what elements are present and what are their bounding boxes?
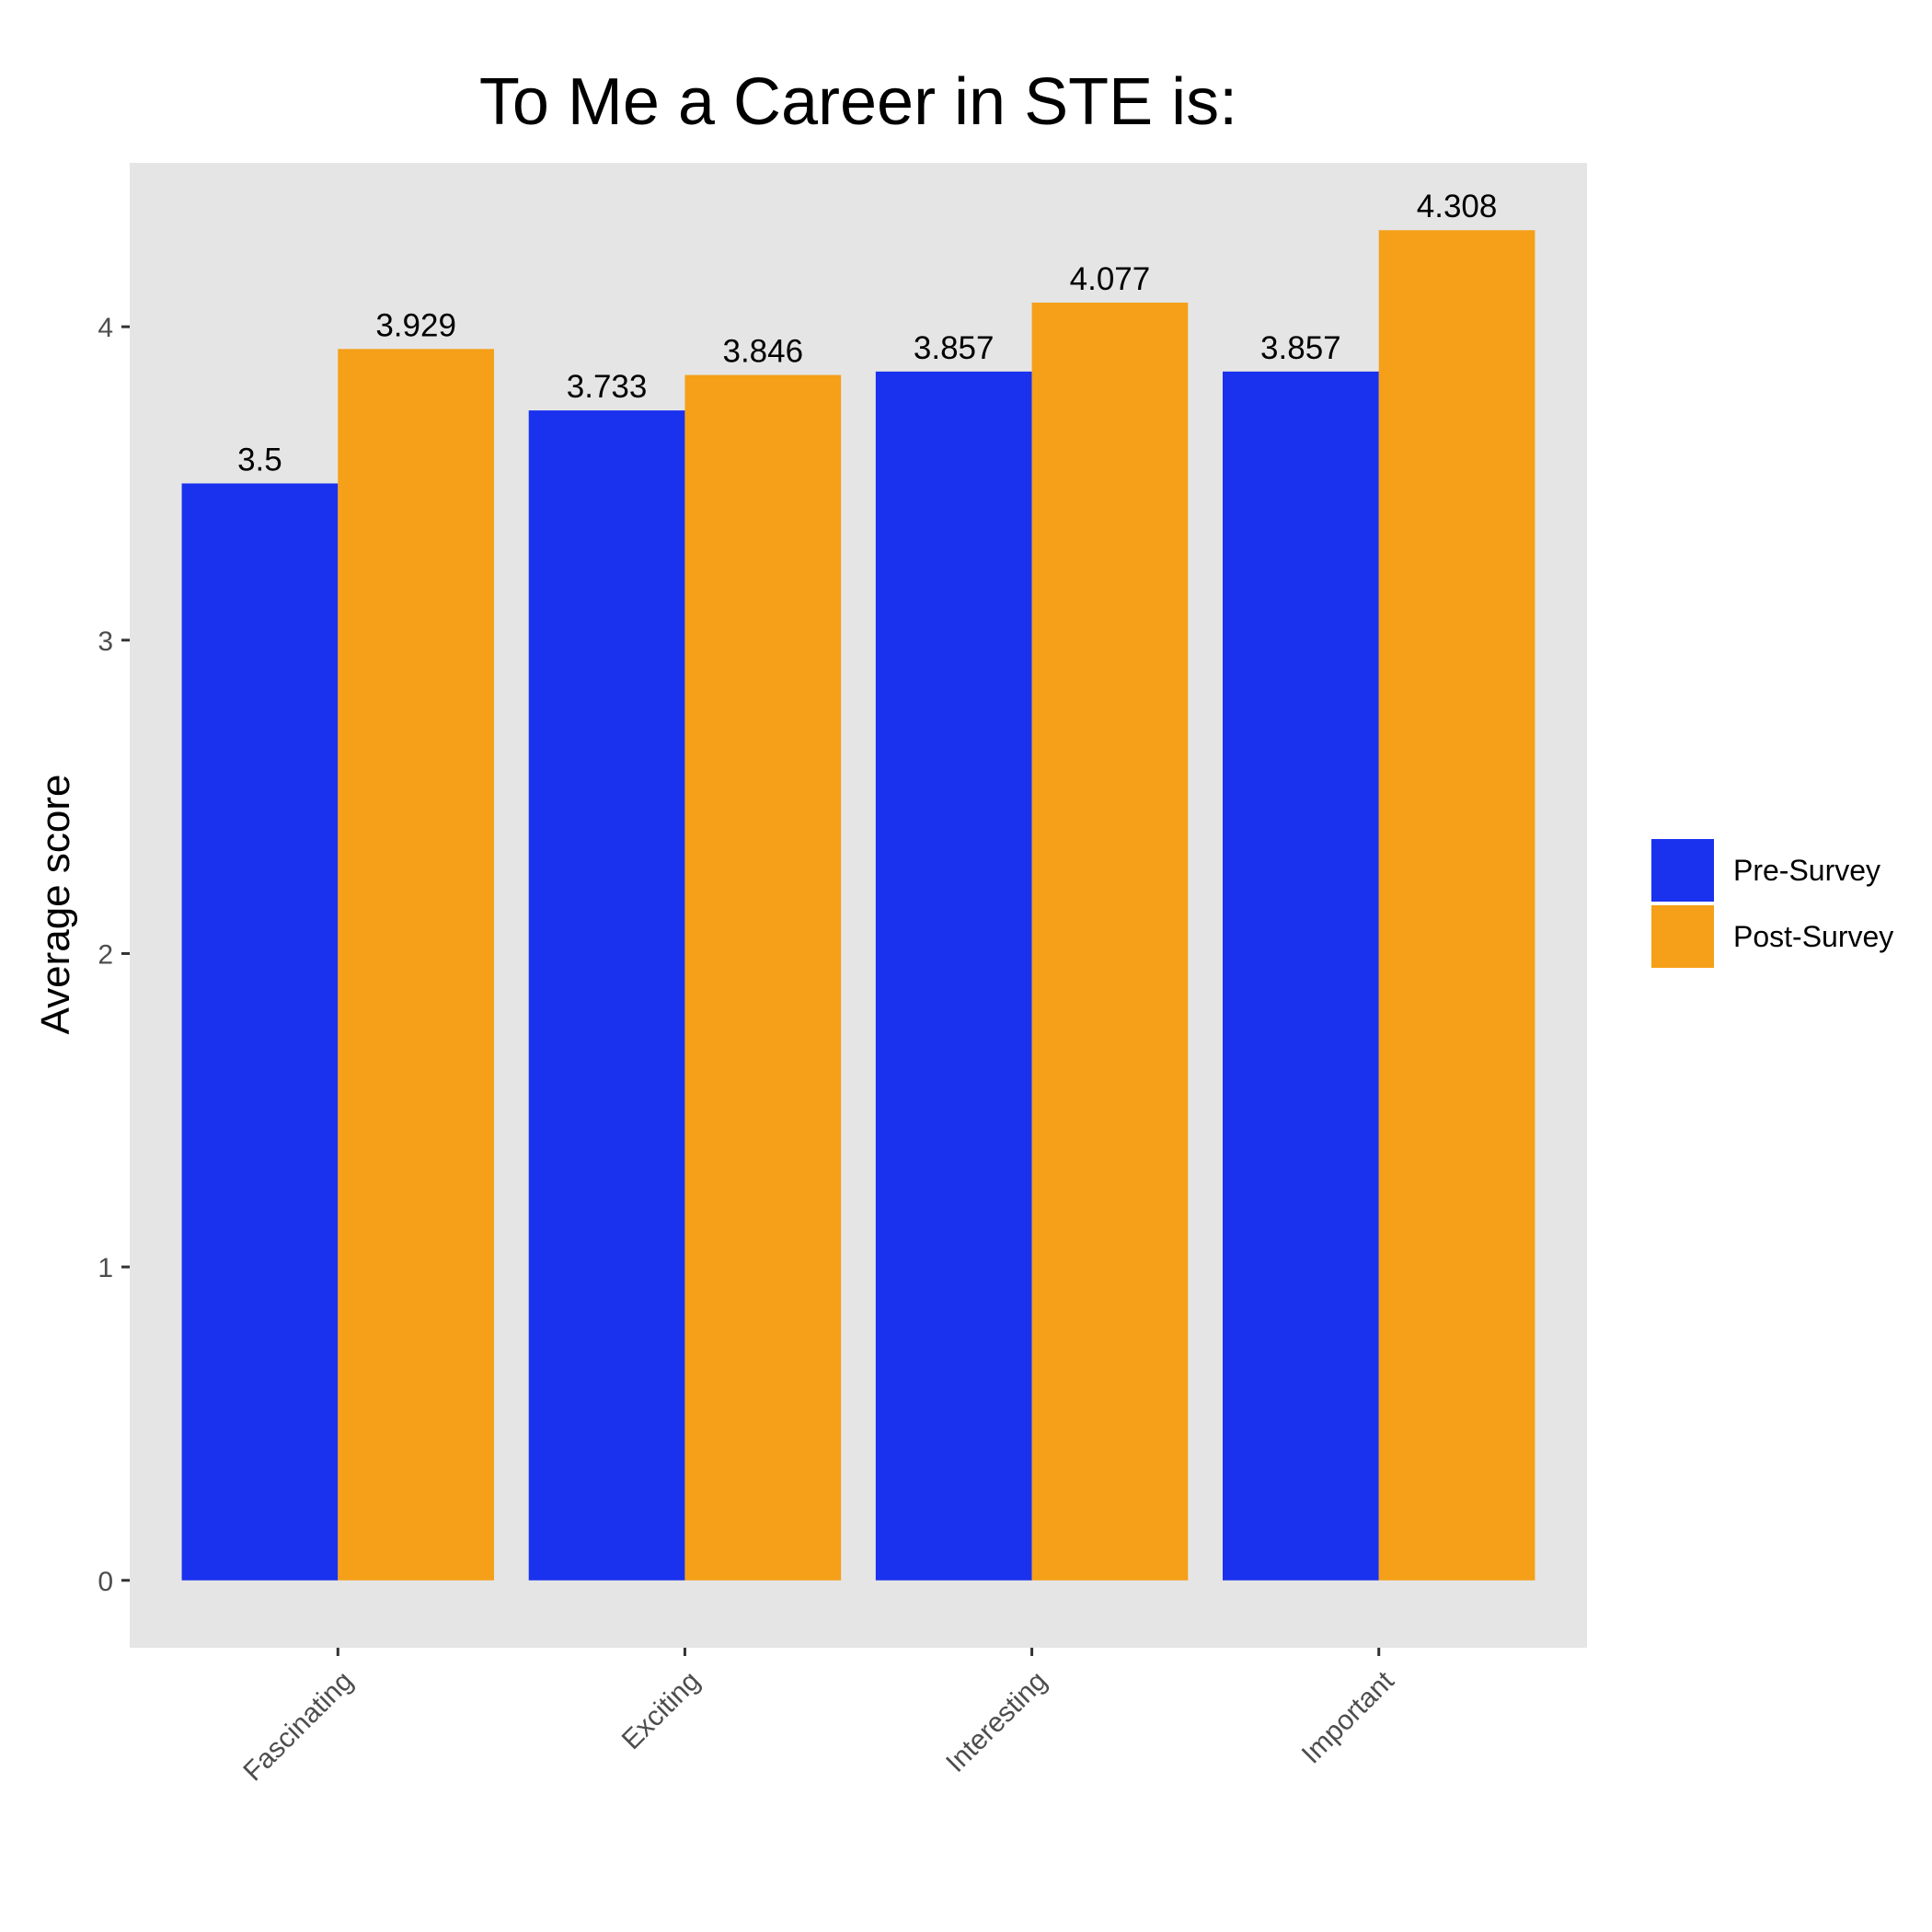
y-tick-label: 0	[98, 1567, 113, 1597]
data-label: 4.077	[1070, 261, 1151, 297]
chart-title: To Me a Career in STE is:	[479, 65, 1237, 139]
bar	[338, 349, 494, 1581]
data-label: 3.929	[375, 307, 456, 343]
x-tick-label: Fascinating	[237, 1666, 359, 1788]
y-axis: 0 1 2 3 4	[98, 313, 130, 1597]
data-label: 3.5	[237, 442, 282, 477]
bar	[1378, 230, 1535, 1581]
legend-key	[1650, 837, 1716, 903]
legend-label: Pre-Survey	[1733, 854, 1880, 887]
bar	[875, 371, 1032, 1581]
x-axis: Fascinating Exciting Interesting Important	[237, 1648, 1400, 1787]
y-tick-label: 2	[98, 939, 113, 970]
data-label: 3.733	[567, 369, 648, 405]
legend-key	[1650, 903, 1716, 970]
data-label: 4.308	[1417, 189, 1498, 224]
y-tick-label: 3	[98, 627, 113, 657]
bar	[528, 410, 685, 1581]
bars-layer	[181, 230, 1535, 1581]
data-label: 3.846	[722, 334, 803, 370]
bar	[1223, 371, 1379, 1581]
legend-label: Post-Survey	[1733, 920, 1893, 953]
y-axis-label: Average score	[33, 775, 78, 1035]
data-label: 3.857	[914, 330, 995, 366]
x-tick-label: Exciting	[616, 1666, 707, 1756]
x-tick-label: Interesting	[940, 1666, 1052, 1778]
bar	[181, 483, 339, 1581]
bar	[684, 374, 842, 1581]
data-label: 3.857	[1260, 330, 1341, 366]
x-tick-label: Important	[1296, 1665, 1400, 1769]
value-labels-layer: 3.5 3.733 3.857 3.857 3.929 3.846 4.077 4.308	[237, 189, 1497, 477]
legend: Pre-Survey Post-Survey	[1650, 837, 1893, 970]
bar	[1031, 302, 1189, 1581]
y-tick-label: 1	[98, 1253, 113, 1283]
y-tick-label: 4	[98, 313, 113, 343]
